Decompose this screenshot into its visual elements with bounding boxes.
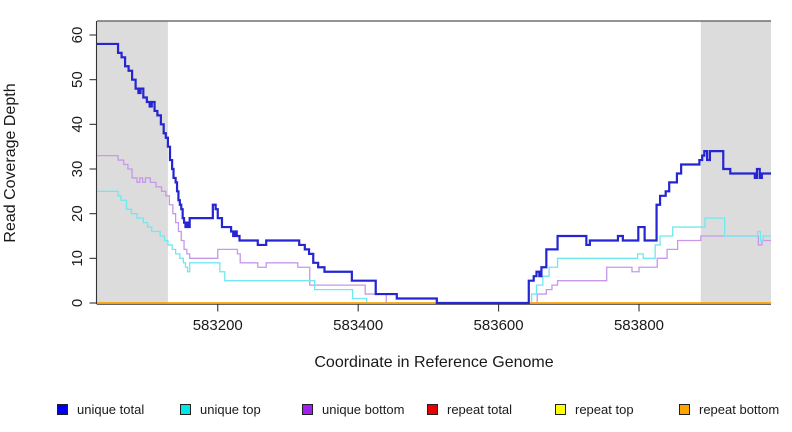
y-tick-label: 60 (69, 27, 86, 44)
legend-item-repeat-total: repeat total (427, 402, 512, 417)
x-tick-label: 583200 (193, 317, 243, 334)
x-tick-label: 583400 (333, 317, 383, 334)
y-tick-label: 10 (69, 250, 86, 267)
y-axis-title: Read Coverage Depth (2, 83, 19, 243)
x-tick-label: 583600 (474, 317, 524, 334)
legend-label: repeat total (447, 402, 513, 417)
y-tick-label: 30 (69, 161, 86, 178)
x-tick-label: 583800 (614, 317, 664, 334)
legend-label: unique total (77, 402, 145, 417)
y-tick-label: 40 (69, 116, 86, 133)
y-tick-label: 20 (69, 205, 86, 222)
legend-item-unique-bottom: unique bottom (302, 402, 404, 417)
legend-label: repeat top (575, 402, 634, 417)
shaded-region-0 (97, 21, 168, 304)
series-line-unique-bottom (97, 154, 771, 304)
legend-label: unique top (200, 402, 261, 417)
x-axis-title: Coordinate in Reference Genome (314, 354, 554, 371)
legend-item-repeat-bottom: repeat bottom (679, 402, 779, 417)
legend-label: repeat bottom (699, 402, 780, 417)
legend-swatch-unique-bottom (302, 404, 313, 415)
legend-swatch-repeat-top (555, 404, 566, 415)
series-line-unique-total (97, 42, 771, 305)
series-line-unique-top (97, 190, 771, 304)
y-tick-label: 50 (69, 71, 86, 88)
legend-item-unique-top: unique top (180, 402, 261, 417)
legend-label: unique bottom (322, 402, 405, 417)
y-tick-label: 0 (69, 299, 86, 307)
legend-swatch-repeat-total (427, 404, 438, 415)
legend-swatch-unique-top (180, 404, 191, 415)
shaded-region-1 (700, 21, 771, 304)
legend-swatch-repeat-bottom (679, 404, 690, 415)
legend-item-unique-total: unique total (57, 402, 144, 417)
legend-swatch-unique-total (57, 404, 68, 415)
legend-item-repeat-top: repeat top (555, 402, 634, 417)
